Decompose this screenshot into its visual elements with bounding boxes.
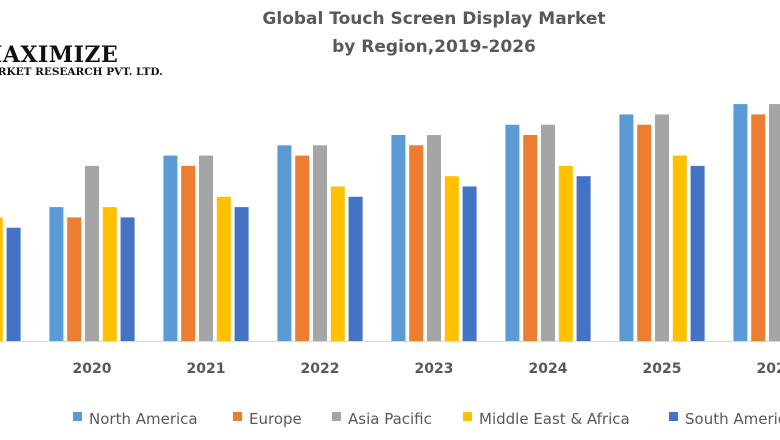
legend-swatch [463, 412, 472, 421]
bar-2021-south-america [234, 207, 249, 341]
bar-2020-north-america [49, 207, 64, 341]
bar-2019-middle-east-africa [0, 217, 3, 341]
legend-label: South America [685, 410, 780, 428]
bar-2023-south-america [462, 186, 477, 341]
bar-2025-north-america [619, 114, 634, 342]
bar-2024-south-america [576, 176, 591, 341]
bar-2022-asia-pacific [313, 145, 327, 341]
bar-2022-north-america [277, 145, 292, 341]
x-tick-label: 2026 [757, 361, 780, 377]
x-tick-label: 2022 [301, 361, 340, 377]
bar-2024-north-america [505, 124, 520, 341]
logo-line-1: MAXIMIZE [0, 42, 119, 68]
bar-2021-asia-pacific [199, 155, 213, 341]
chart-title-line-1: Global Touch Screen Display Market [262, 9, 606, 29]
bar-2022-south-america [348, 196, 363, 341]
x-tick-label: 2021 [187, 361, 226, 377]
legend-label: Middle East & Africa [479, 410, 630, 428]
bar-2025-middle-east-africa [672, 155, 687, 341]
x-tick-label: 2023 [415, 361, 454, 377]
bar-2022-europe [295, 155, 310, 341]
bar-2023-middle-east-africa [444, 176, 459, 341]
legend-swatch [332, 412, 341, 421]
bar-2020-asia-pacific [85, 165, 99, 341]
bar-2022-middle-east-africa [330, 186, 345, 341]
bar-2023-north-america [391, 135, 406, 341]
bar-2021-europe [181, 165, 196, 341]
bar-2025-europe [637, 124, 652, 341]
bar-2020-europe [67, 217, 82, 341]
bar-2025-south-america [690, 165, 705, 341]
bar-2023-europe [409, 145, 424, 341]
bar-2021-north-america [163, 155, 178, 341]
bar-2019-south-america [6, 227, 21, 341]
chart-title-line-2: by Region,2019-2026 [332, 37, 536, 57]
bar-2024-asia-pacific [541, 124, 555, 341]
bar-2026-north-america [733, 104, 748, 341]
bar-2026-europe [751, 114, 766, 342]
x-tick-label: 2020 [73, 361, 112, 377]
logo: MAXIMIZE MARKET RESEARCH PVT. LTD. [0, 44, 163, 79]
bar-2024-europe [523, 135, 538, 341]
legend-label: North America [89, 410, 198, 428]
bar-2021-middle-east-africa [216, 196, 231, 341]
x-tick-label: 2025 [643, 361, 682, 377]
logo-line-2: MARKET RESEARCH PVT. LTD. [0, 66, 163, 78]
bar-2020-middle-east-africa [102, 207, 117, 341]
bar-2026-asia-pacific [769, 104, 780, 341]
bar-2023-asia-pacific [427, 135, 441, 341]
chart-title: Global Touch Screen Display Market by Re… [234, 5, 634, 61]
legend-label: Asia Pacific [348, 410, 432, 428]
bar-2020-south-america [120, 217, 135, 341]
legend-swatch [669, 412, 678, 421]
legend-swatch [73, 412, 82, 421]
legend-swatch [233, 412, 242, 421]
legend-label: Europe [249, 410, 302, 428]
bar-2025-asia-pacific [655, 114, 669, 342]
x-tick-label: 2024 [529, 361, 568, 377]
bar-2024-middle-east-africa [558, 165, 573, 341]
